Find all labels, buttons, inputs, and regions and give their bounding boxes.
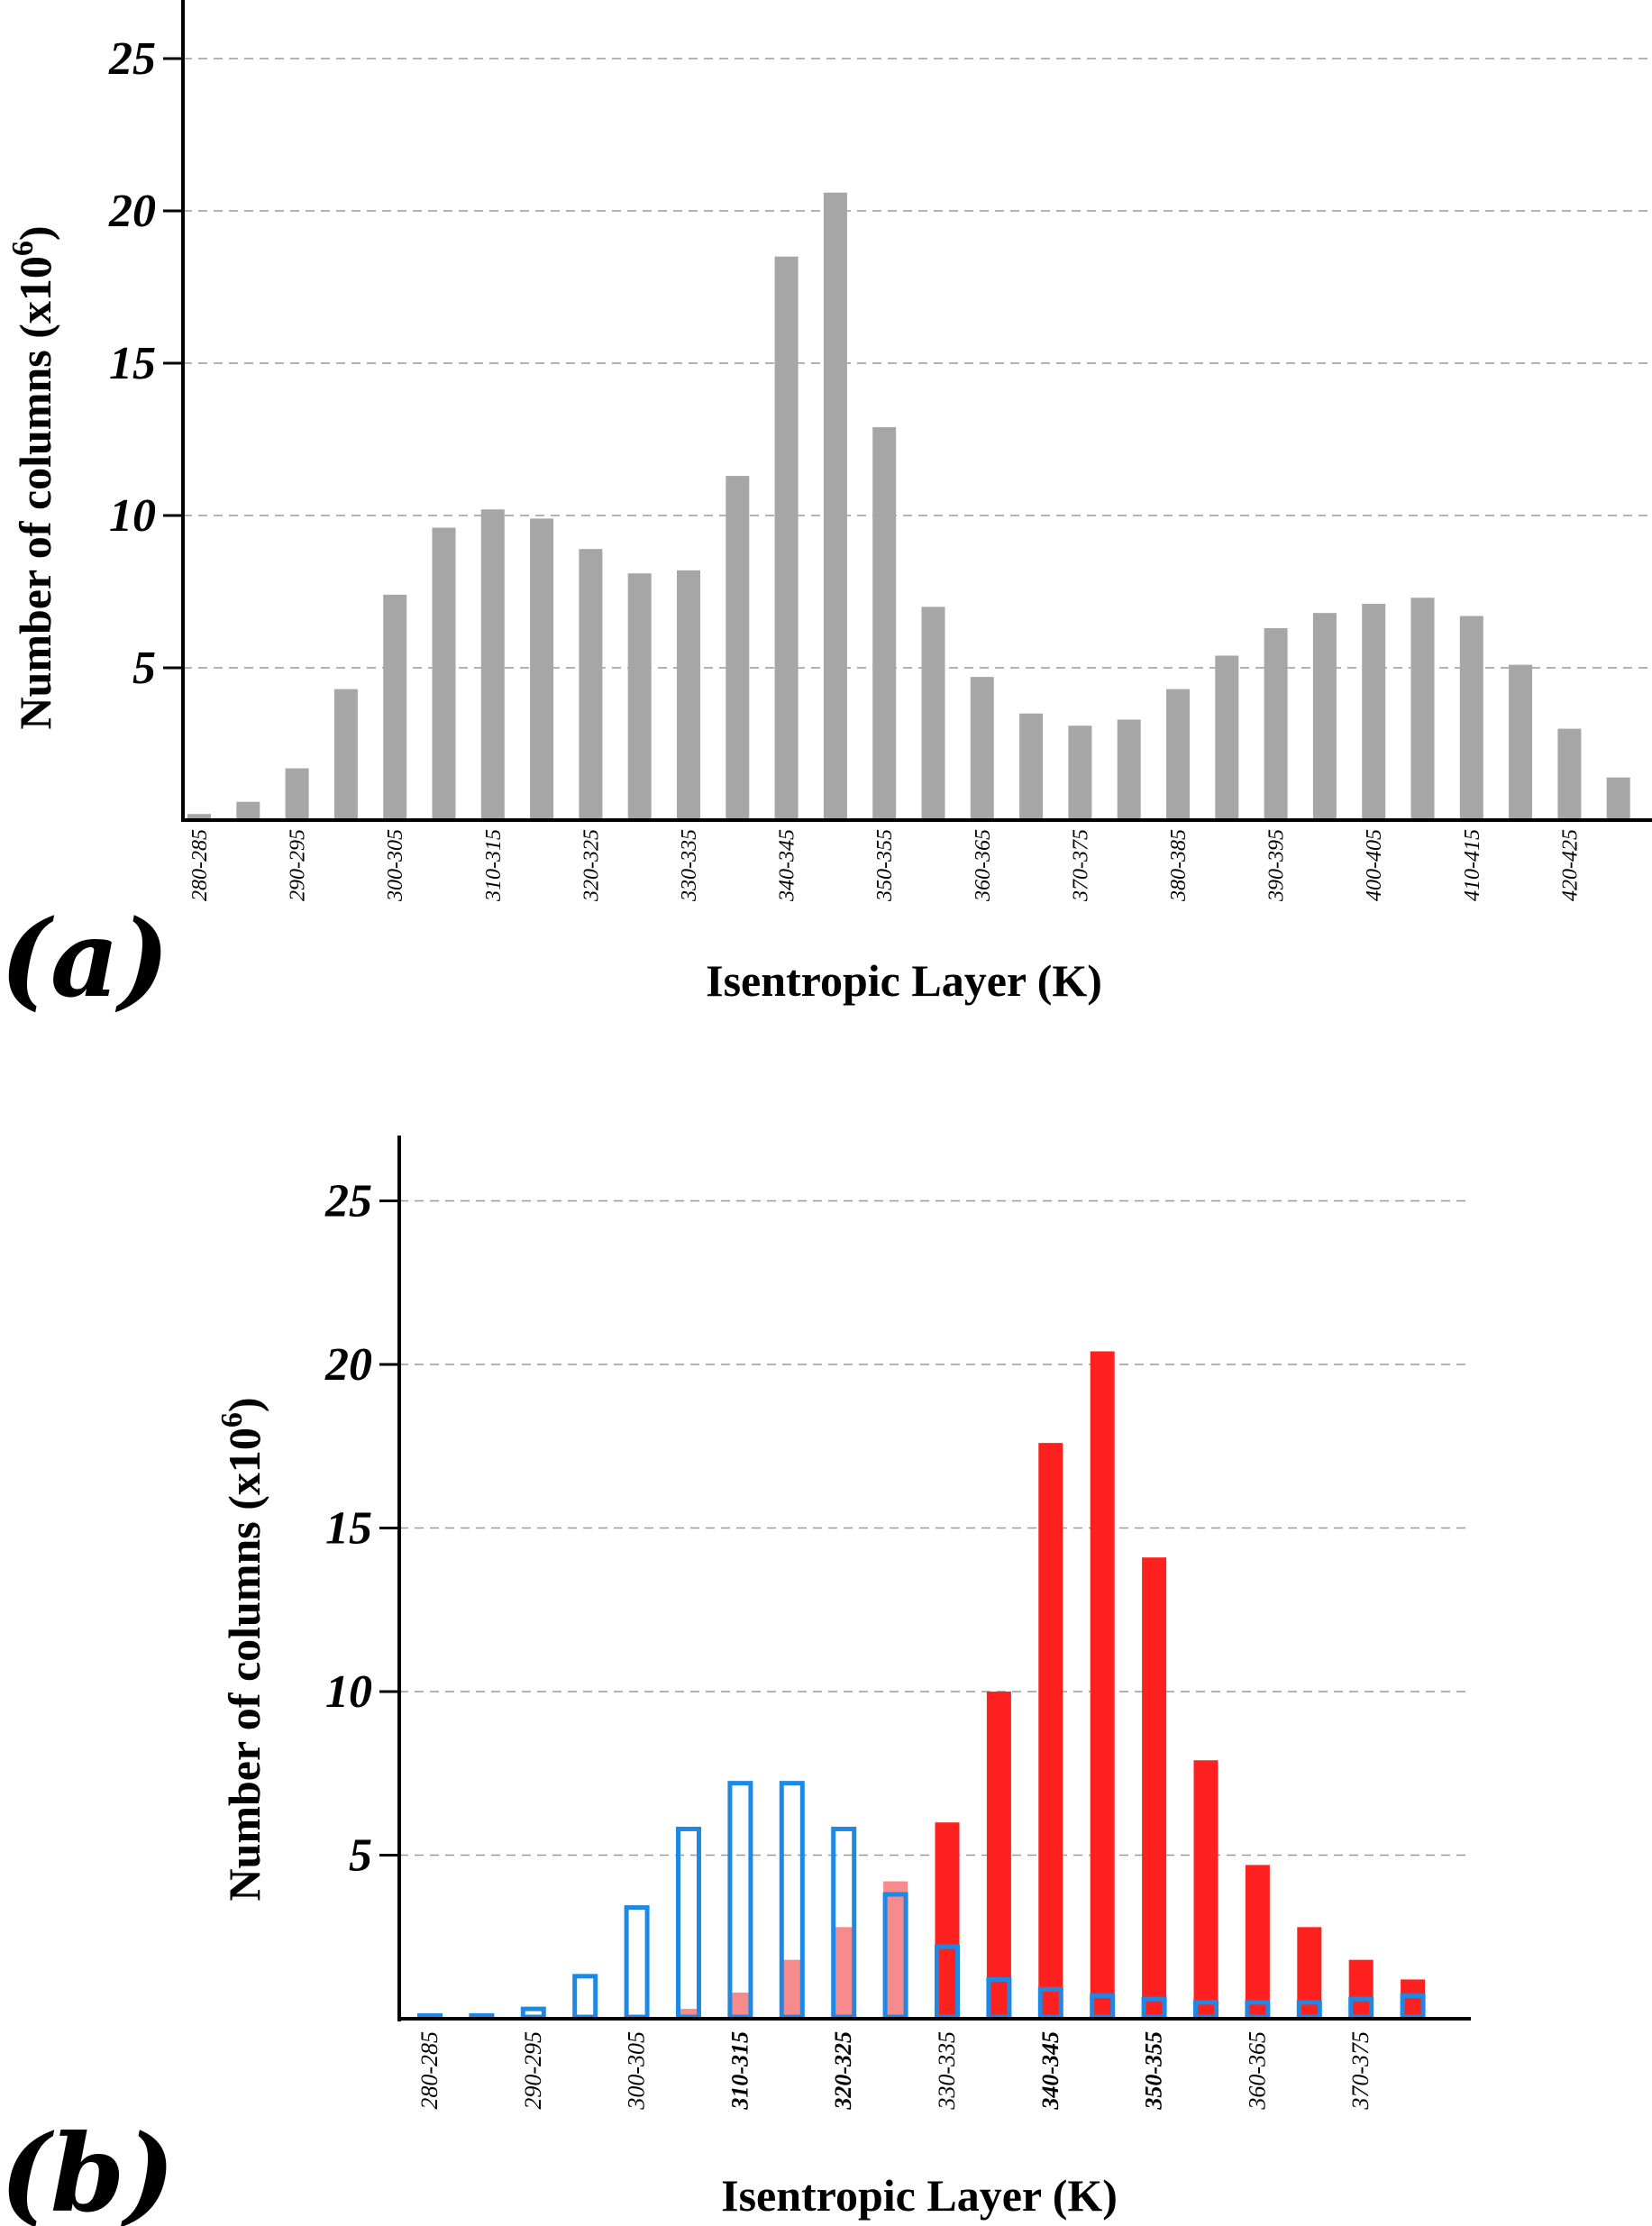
- x-tick-label: 300-305: [384, 829, 407, 902]
- y-ticks-a: 5 10 15 20 25: [108, 33, 183, 694]
- y-tick-label: 15: [109, 338, 156, 389]
- bar: [1166, 689, 1190, 820]
- bar: [530, 518, 554, 820]
- x-tick-label: 330-335: [678, 829, 701, 902]
- grid-lines-b: [399, 1200, 1471, 1857]
- y-tick-label: 10: [325, 1666, 372, 1718]
- panel-a: 5 10 15 20 25 280-285 290-295 300-305 310-315 32…: [0, 0, 1652, 1021]
- y-tick-label: 10: [109, 490, 156, 542]
- y-tick-label: 20: [324, 1339, 372, 1391]
- bars-b-filled: [676, 1351, 1426, 2019]
- bar-outline: [469, 2012, 495, 2020]
- bars-b-outline: [417, 1781, 1426, 2020]
- bar: [187, 814, 211, 820]
- bar: [970, 677, 994, 820]
- bar: [1117, 719, 1141, 820]
- y-axis-title-a: Number of columns (x106): [6, 225, 60, 729]
- x-tick-label: 340-345: [1037, 2031, 1063, 2111]
- x-tick-label: 370-375: [1069, 829, 1092, 902]
- panel-label-a: (a): [0, 896, 169, 1021]
- x-axis-title-b: Isentropic Layer (K): [721, 2170, 1118, 2221]
- bar-outline: [727, 1781, 753, 2020]
- x-tick-label: 380-385: [1167, 829, 1191, 902]
- bar: [726, 476, 750, 820]
- bar-filled: [1142, 1557, 1167, 2019]
- x-tick-label: 360-365: [1244, 2031, 1270, 2111]
- bar-outline: [417, 2012, 443, 2020]
- bar: [872, 426, 897, 820]
- x-tick-label: 300-305: [624, 2031, 650, 2111]
- bar: [432, 527, 456, 820]
- y-tick-label: 5: [349, 1830, 372, 1882]
- bar: [383, 594, 407, 820]
- panel-label-b: (b): [0, 2111, 175, 2226]
- grid-lines-a: [183, 58, 1652, 669]
- bar: [480, 509, 505, 820]
- y-tick-label: 20: [108, 186, 156, 237]
- bar-filled: [1038, 1443, 1063, 2019]
- bar: [1606, 777, 1630, 820]
- bar-filled: [1193, 1760, 1218, 2019]
- x-ticks-b: 280-285 290-295 300-305 310-315 320-325 330-3…: [416, 2031, 1374, 2111]
- x-tick-label: 320-325: [830, 2031, 856, 2111]
- x-tick-label: 400-405: [1363, 829, 1386, 901]
- bar: [333, 689, 358, 820]
- y-tick-label: 15: [325, 1503, 372, 1555]
- bar: [285, 768, 309, 820]
- x-tick-label: 290-295: [520, 2031, 546, 2110]
- bar: [1215, 655, 1239, 820]
- y-tick-label: 25: [324, 1176, 372, 1227]
- bar-outline: [520, 2006, 546, 2020]
- x-tick-label: 410-415: [1461, 829, 1484, 901]
- x-tick-label: 350-355: [873, 829, 897, 902]
- bar-outline: [624, 1905, 650, 2020]
- bar: [1264, 628, 1288, 820]
- bar-filled: [676, 2009, 701, 2019]
- x-tick-label: 340-345: [776, 829, 799, 902]
- x-tick-label: 290-295: [287, 829, 310, 901]
- bar-filled: [1090, 1351, 1115, 2019]
- x-tick-label: 310-315: [482, 829, 506, 902]
- bar-outline: [572, 1974, 598, 2020]
- x-tick-label: 330-335: [934, 2031, 960, 2111]
- bar: [1362, 604, 1386, 820]
- bar: [579, 549, 603, 820]
- bar: [1509, 664, 1533, 820]
- x-tick-label: 320-325: [580, 829, 603, 902]
- y-tick-label: 25: [108, 33, 156, 85]
- x-tick-label: 360-365: [972, 829, 995, 902]
- bar-filled: [986, 1692, 1011, 2019]
- bar: [921, 607, 945, 820]
- bar-outline: [676, 1826, 701, 2020]
- bar: [1019, 713, 1044, 820]
- x-ticks-a: 280-285 290-295 300-305 310-315 320-325 330-3…: [188, 829, 1582, 902]
- y-tick-label: 5: [132, 643, 156, 694]
- bar: [627, 573, 652, 820]
- bar: [1068, 725, 1092, 820]
- x-tick-label: 390-395: [1265, 829, 1289, 902]
- x-tick-label: 350-355: [1141, 2031, 1167, 2111]
- bar: [1312, 613, 1337, 820]
- panel-b: 5 10 15 20 25 280-285 290-295 300-305 310-315 32…: [0, 1136, 1471, 2226]
- x-tick-label: 280-285: [416, 2031, 443, 2110]
- bar-filled: [1245, 1865, 1270, 2019]
- x-tick-label: 370-375: [1347, 2031, 1374, 2111]
- bar: [677, 570, 700, 820]
- bar: [1557, 728, 1582, 820]
- x-tick-label: 420-425: [1558, 829, 1582, 901]
- bar: [823, 192, 847, 821]
- bar: [236, 801, 260, 820]
- bars-a: [187, 192, 1630, 821]
- y-axis-title-b: Number of columns (x106): [215, 1397, 269, 1901]
- x-tick-label: 310-315: [726, 2031, 753, 2111]
- bar: [774, 256, 799, 820]
- y-ticks-b: 5 10 15 20 25: [324, 1176, 399, 1882]
- bar: [1459, 616, 1483, 820]
- x-axis-title-a: Isentropic Layer (K): [706, 955, 1102, 1006]
- bar: [1410, 598, 1435, 820]
- x-tick-label: 280-285: [188, 829, 212, 901]
